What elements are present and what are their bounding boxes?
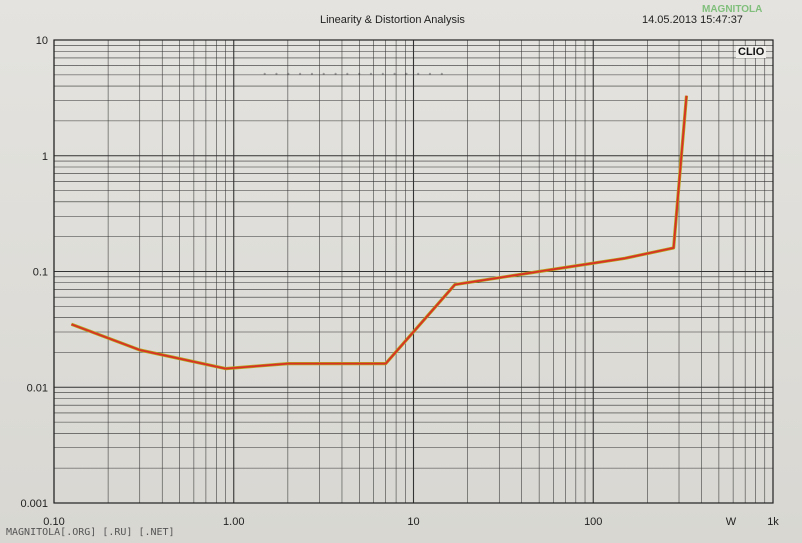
y-tick-label: 1 (42, 151, 48, 163)
x-tick-labels: 0.10 1.00 10 100 1k (43, 516, 779, 528)
x-tick-label: 0.10 (43, 516, 64, 528)
y-tick-labels: 10 1 0.1 0.01 0.001 (20, 35, 48, 510)
watermark-logo: MAGNITOLA (702, 4, 763, 15)
y-tick-label: 10 (36, 35, 48, 47)
series-line-shadow (70, 95, 689, 371)
series-line (71, 95, 688, 370)
x-tick-label: 1k (767, 516, 779, 528)
clio-logo: CLIO (736, 46, 767, 58)
series-layer (70, 95, 689, 371)
plot-frame (53, 39, 774, 504)
grid (53, 40, 773, 504)
x-unit-label: W (726, 516, 737, 528)
y-tick-label: 0.01 (27, 382, 48, 394)
x-tick-label: 1.00 (223, 516, 244, 528)
footer-watermark: MAGNITOLA[.ORG] [.RU] [.NET] (6, 527, 175, 538)
x-tick-label: 10 (407, 516, 419, 528)
y-tick-label: 0.1 (33, 267, 48, 279)
x-tick-label: 100 (584, 516, 602, 528)
chart-title: Linearity & Distortion Analysis (320, 14, 465, 26)
y-tick-label: 0.001 (20, 498, 48, 510)
timestamp: 14.05.2013 15:47:37 (642, 14, 743, 26)
